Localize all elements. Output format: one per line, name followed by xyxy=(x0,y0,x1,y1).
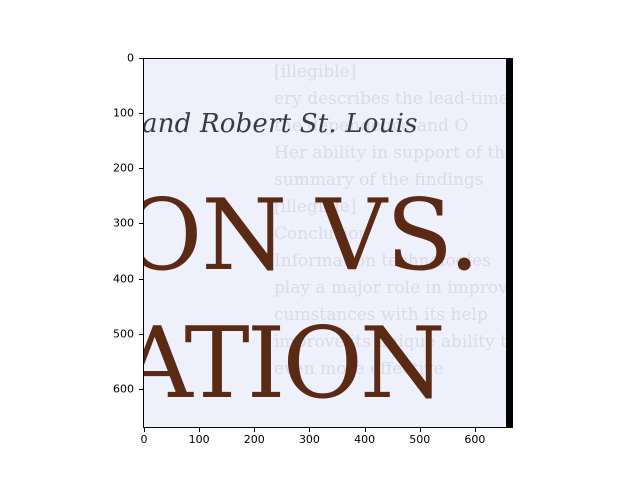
bleed-through-line: Information technologies xyxy=(274,251,491,271)
y-tick-mark xyxy=(139,333,143,335)
scanned-page: [illegible] ery describes the lead-time f… xyxy=(144,59,512,427)
bleed-through-line: even more effective xyxy=(274,359,444,379)
x-tick-mark xyxy=(309,428,311,432)
x-tick-label: 500 xyxy=(409,433,431,446)
x-tick-label: 0 xyxy=(140,433,148,446)
y-tick-mark xyxy=(139,388,143,390)
bleed-through-line: [illegible] xyxy=(274,197,357,217)
headline-line-1: ON VS. xyxy=(143,179,480,293)
x-tick-label: 400 xyxy=(354,433,376,446)
bleed-through-line: ery describes the lead-time f xyxy=(274,89,513,109)
bleed-through-text: [illegible] ery describes the lead-time f… xyxy=(274,59,513,383)
x-tick-label: 600 xyxy=(464,433,486,446)
x-tick-mark xyxy=(474,428,476,432)
bleed-through-line: Her ability in support of the xyxy=(274,143,513,163)
y-tick-mark xyxy=(139,168,143,170)
y-tick-mark xyxy=(139,278,143,280)
bleed-through-line: cumstances with its help xyxy=(274,305,488,325)
y-tick-label: 200 xyxy=(113,161,134,175)
bleed-through-line: [illegible] xyxy=(274,62,357,82)
y-tick-label: 600 xyxy=(113,382,134,396)
image-axes: [illegible] ery describes the lead-time f… xyxy=(143,58,513,428)
x-tick-mark xyxy=(419,428,421,432)
headline-line-2: ATION xyxy=(143,307,446,421)
bleed-through-line: improve its unique ability to xyxy=(274,332,513,352)
y-tick-label: 400 xyxy=(113,272,134,286)
y-tick-label: 0 xyxy=(127,51,134,65)
y-tick-label: 500 xyxy=(113,327,134,341)
x-tick-label: 100 xyxy=(188,433,210,446)
bleed-through-line: the dependence and O xyxy=(274,116,469,136)
x-tick-mark xyxy=(144,428,145,432)
x-tick-mark xyxy=(199,428,201,432)
author-byline: and Robert St. Louis xyxy=(143,109,418,139)
y-tick-mark xyxy=(139,223,143,225)
y-tick-mark xyxy=(139,58,143,59)
y-tick-mark xyxy=(139,113,143,115)
y-tick-label: 100 xyxy=(113,106,134,120)
x-tick-label: 300 xyxy=(298,433,320,446)
bleed-through-line: summary of the findings xyxy=(274,170,484,190)
bleed-through-line: Conclusion xyxy=(274,224,370,244)
scan-edge-bar xyxy=(506,59,512,427)
x-tick-label: 200 xyxy=(243,433,265,446)
y-tick-label: 300 xyxy=(113,216,134,230)
bleed-through-line: play a major role in improv xyxy=(274,278,508,298)
x-tick-mark xyxy=(254,428,256,432)
x-tick-mark xyxy=(364,428,366,432)
